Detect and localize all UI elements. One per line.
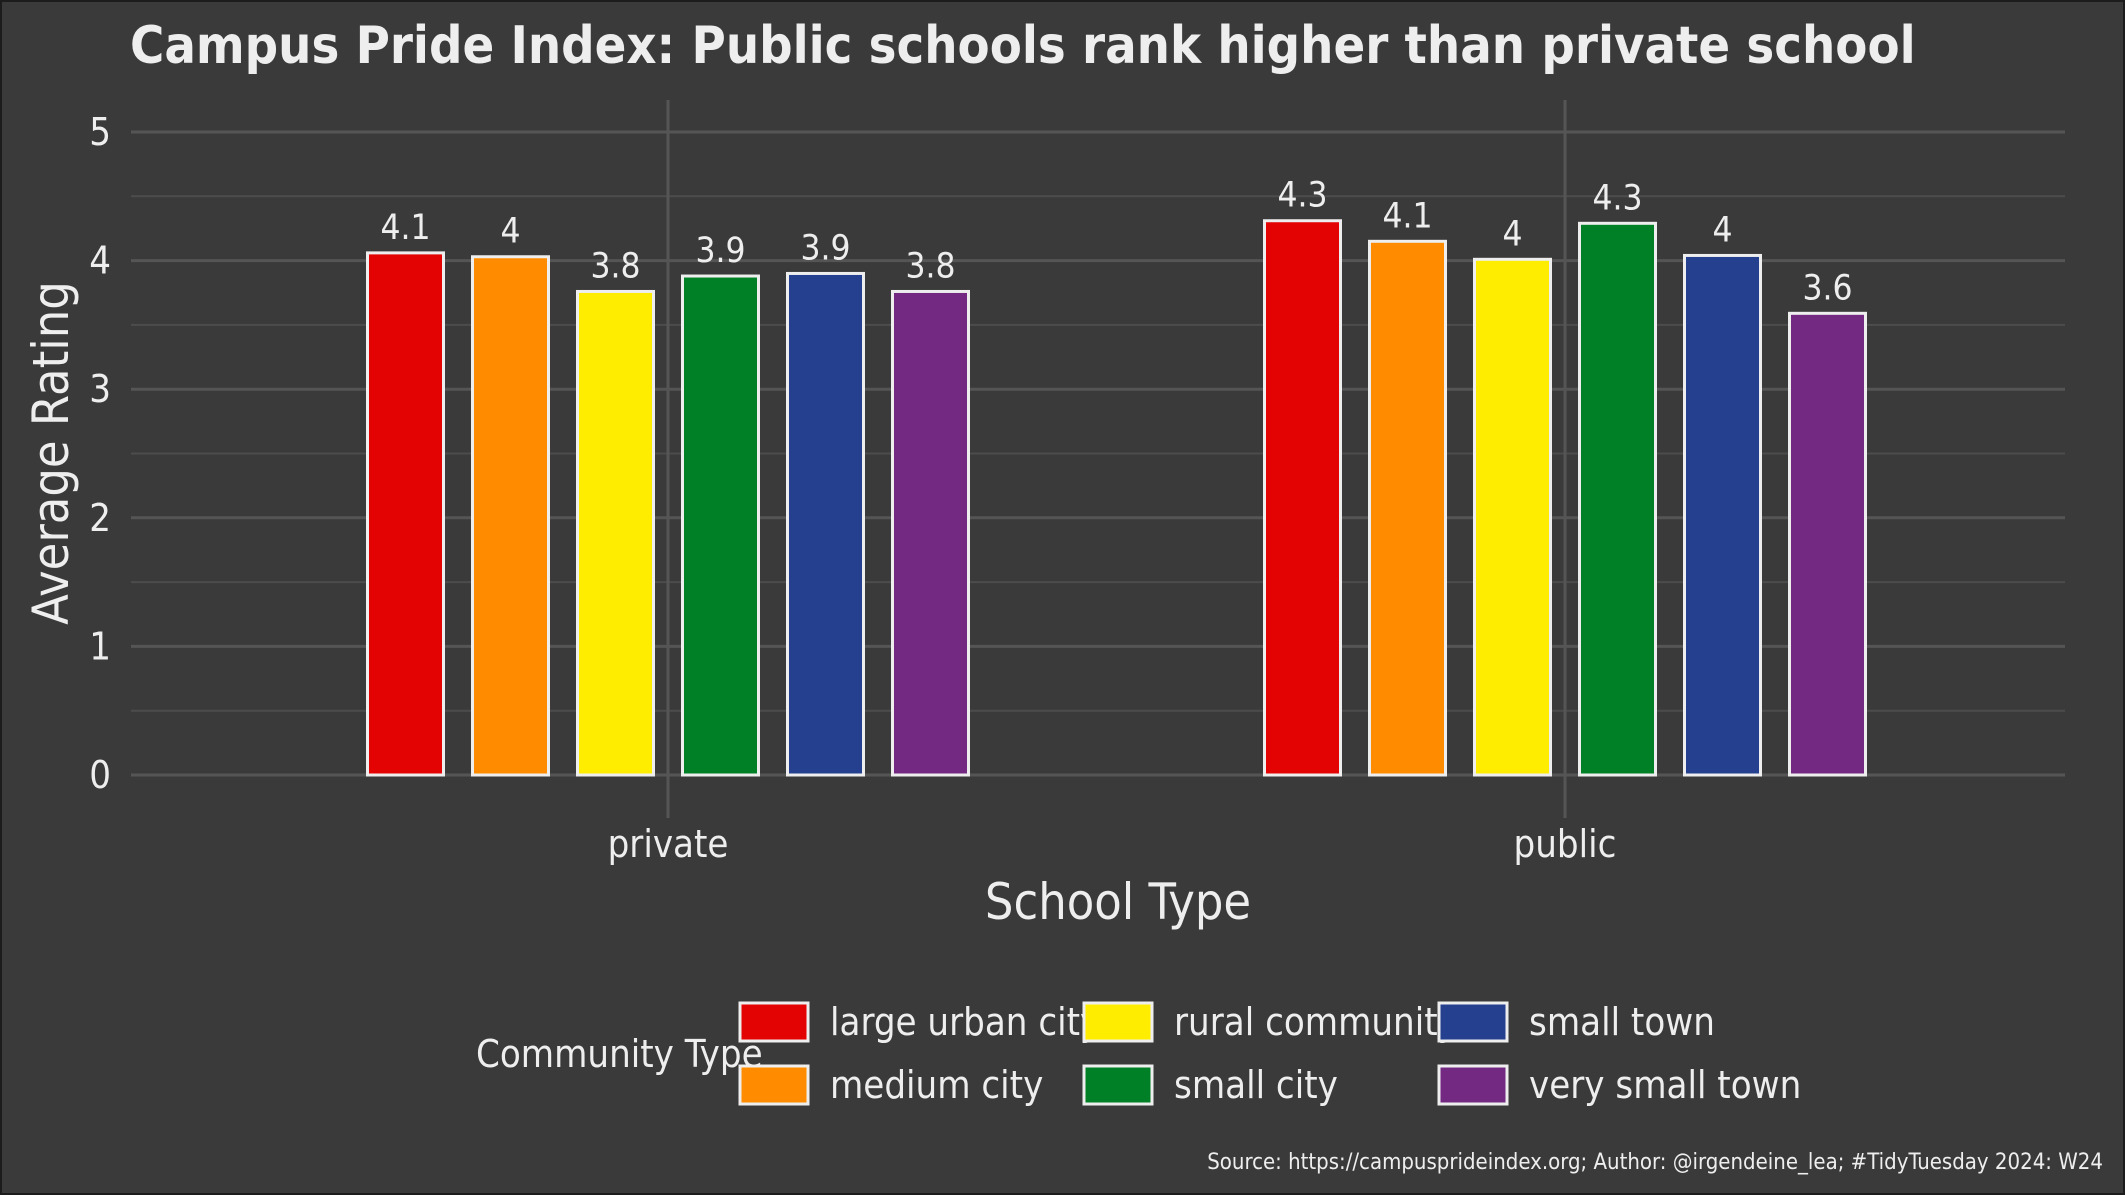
y-axis-ticks: 0 1 2 3 4 5 bbox=[89, 110, 111, 797]
y-tick-label: 2 bbox=[89, 496, 111, 540]
y-tick-label: 5 bbox=[89, 110, 111, 154]
data-label: 3.6 bbox=[1802, 268, 1852, 308]
data-label: 4.1 bbox=[380, 208, 430, 248]
x-axis-title: School Type bbox=[985, 873, 1251, 931]
x-tick-label: public bbox=[1514, 822, 1617, 866]
bar-private-large-urban-city bbox=[366, 251, 445, 777]
data-label: 4.3 bbox=[1592, 178, 1642, 218]
legend-label: rural community bbox=[1174, 1000, 1458, 1044]
bar-private-small-city bbox=[681, 274, 760, 777]
legend: Community Type large urban city medium ci… bbox=[476, 1000, 1801, 1107]
y-tick-label: 1 bbox=[89, 624, 111, 668]
data-label: 3.8 bbox=[590, 246, 640, 286]
bar-public-large-urban-city bbox=[1263, 219, 1342, 777]
legend-key bbox=[1082, 1064, 1154, 1106]
x-tick-label: private bbox=[608, 822, 729, 866]
bar-private-very-small-town bbox=[891, 289, 970, 777]
y-tick-label: 3 bbox=[89, 367, 111, 411]
legend-title: Community Type bbox=[476, 1032, 763, 1076]
gridlines bbox=[131, 100, 2065, 818]
caption: Source: https://campusprideindex.org; Au… bbox=[1207, 1150, 2103, 1175]
legend-label: large urban city bbox=[830, 1000, 1100, 1044]
bars bbox=[366, 219, 1867, 777]
legend-label: medium city bbox=[830, 1063, 1043, 1107]
bar-public-small-city bbox=[1578, 221, 1657, 777]
legend-key bbox=[1437, 1064, 1509, 1106]
legend-key bbox=[1082, 1001, 1154, 1043]
y-tick-label: 0 bbox=[89, 753, 111, 797]
data-label: 4.3 bbox=[1277, 176, 1327, 216]
data-label: 4 bbox=[1712, 210, 1732, 250]
bar-public-rural-community bbox=[1473, 257, 1552, 777]
data-label: 4 bbox=[500, 212, 520, 252]
bar-public-medium-city bbox=[1368, 239, 1447, 777]
bar-private-medium-city bbox=[471, 255, 550, 777]
data-labels: 4.1 4 3.8 3.9 3.9 3.8 4.3 4.1 4 4.3 4 3.6 bbox=[380, 176, 1852, 309]
legend-label: small city bbox=[1174, 1063, 1338, 1107]
legend-label: small town bbox=[1529, 1000, 1715, 1044]
chart-title: Campus Pride Index: Public schools rank … bbox=[130, 16, 1916, 76]
legend-key bbox=[738, 1064, 810, 1106]
data-label: 3.9 bbox=[695, 231, 745, 271]
data-label: 3.9 bbox=[800, 228, 850, 268]
data-label: 4 bbox=[1502, 214, 1522, 254]
bar-public-very-small-town bbox=[1788, 311, 1867, 777]
bar-private-rural-community bbox=[576, 289, 655, 777]
x-axis-ticks: private public bbox=[608, 822, 1617, 866]
bar-public-small-town bbox=[1683, 253, 1762, 777]
legend-key bbox=[1437, 1001, 1509, 1043]
y-tick-label: 4 bbox=[89, 239, 111, 283]
bar-private-small-town bbox=[786, 271, 865, 777]
data-label: 4.1 bbox=[1382, 196, 1432, 236]
legend-label: very small town bbox=[1529, 1063, 1801, 1107]
data-label: 3.8 bbox=[905, 246, 955, 286]
legend-key bbox=[738, 1001, 810, 1043]
y-axis-title: Average Rating bbox=[22, 281, 80, 625]
